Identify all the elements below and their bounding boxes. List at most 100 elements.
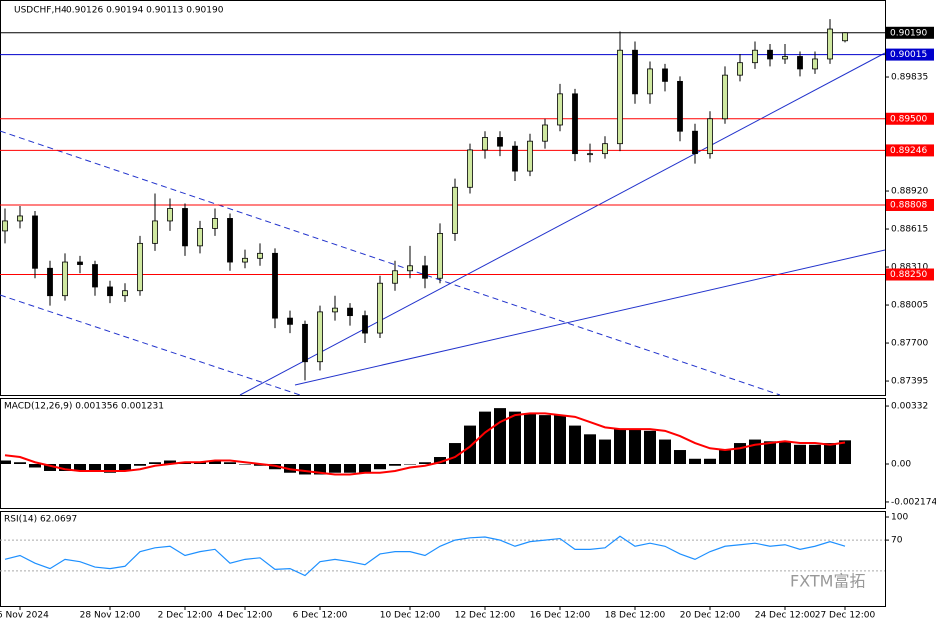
- level-box: [886, 268, 934, 281]
- macd-bar: [494, 408, 506, 464]
- macd-bar: [74, 464, 86, 471]
- candle-body: [302, 323, 308, 363]
- candle-body: [77, 261, 83, 265]
- x-tick-label: 6 Dec 12:00: [293, 611, 348, 621]
- candle-body: [347, 307, 353, 317]
- macd-bar: [0, 460, 11, 464]
- candle-body: [47, 267, 53, 297]
- y-tick-label: 0.88310: [891, 263, 928, 273]
- candle-body: [242, 257, 248, 263]
- trendlines: [0, 52, 886, 396]
- y-tick-label: -0.002174: [891, 497, 936, 507]
- candle-body: [182, 208, 188, 247]
- y-tick-label: 0.00332: [891, 402, 928, 412]
- candle-body: [107, 286, 113, 297]
- macd-bar: [479, 411, 491, 464]
- candle-body: [197, 228, 203, 247]
- candle-body: [212, 218, 218, 229]
- macd-bar: [44, 464, 56, 471]
- candle-body: [707, 118, 713, 155]
- macd-bar: [89, 464, 101, 471]
- macd-bar: [509, 411, 521, 464]
- candle-body: [317, 311, 323, 363]
- macd-bar: [644, 430, 656, 464]
- candle-body: [797, 56, 803, 70]
- macd-bar: [689, 458, 701, 464]
- candle-body: [482, 137, 488, 151]
- macd-bar: [209, 460, 221, 464]
- macd-bar: [749, 439, 761, 464]
- y-tick-label: 70: [891, 536, 903, 546]
- panel-label: RSI(14) 62.0697: [4, 515, 77, 525]
- macd-bar: [29, 464, 41, 468]
- macd-bar: [419, 462, 431, 464]
- candle-body: [497, 137, 503, 147]
- macd-bar: [389, 464, 401, 466]
- macd-bar: [329, 464, 341, 473]
- candle-body: [452, 186, 458, 234]
- main-panel: [0, 0, 886, 396]
- candle-body: [842, 32, 848, 42]
- macd-panel: [0, 398, 886, 509]
- candle-body: [662, 68, 668, 82]
- level-label: 0.89500: [890, 114, 927, 124]
- trendline: [0, 294, 301, 396]
- level-label: 0.90190: [890, 28, 927, 38]
- x-tick-label: 27 Dec 12:00: [815, 611, 876, 621]
- trendline: [0, 130, 781, 396]
- signal-line: [4, 412, 846, 476]
- candle-body: [722, 74, 728, 120]
- candle-body: [647, 68, 653, 95]
- candle-body: [527, 140, 533, 172]
- candle-body: [617, 49, 623, 145]
- macd-bar: [314, 464, 326, 475]
- candle-body: [587, 153, 593, 156]
- candle-body: [827, 28, 833, 60]
- macd-bar: [824, 443, 836, 464]
- macd-bar: [59, 464, 71, 471]
- candle-body: [737, 62, 743, 76]
- level-box: [886, 48, 934, 61]
- y-tick-label: 0.87395: [891, 377, 928, 387]
- candle-body: [92, 264, 98, 288]
- candle-body: [782, 56, 788, 60]
- level-box: [886, 26, 934, 39]
- candle-body: [422, 265, 428, 279]
- candle-body: [437, 232, 443, 279]
- candle-body: [362, 315, 368, 334]
- macd-bar: [164, 460, 176, 464]
- candle-body: [812, 58, 818, 70]
- macd-bar: [809, 444, 821, 464]
- macd-bar: [359, 464, 371, 473]
- candle-body: [167, 208, 173, 222]
- macd-bar: [779, 441, 791, 464]
- candle-body: [287, 317, 293, 325]
- ohlc: 0.90126 0.90194 0.90113 0.90190: [66, 6, 224, 16]
- level-label: 0.88250: [890, 270, 927, 280]
- macd-bar: [344, 464, 356, 473]
- candle-body: [257, 252, 263, 259]
- macd-bar: [239, 464, 251, 465]
- y-tick-label: 0.87700: [891, 339, 928, 349]
- x-tick-label: 16 Dec 12:00: [530, 611, 591, 621]
- macd-bar: [299, 464, 311, 475]
- candle-body: [572, 93, 578, 155]
- macd-bar: [659, 439, 671, 464]
- macd-bar: [719, 450, 731, 464]
- y-tick-label: 0.89835: [891, 73, 928, 83]
- trendline: [294, 249, 886, 386]
- macd-bar: [224, 462, 236, 464]
- candle-body: [542, 124, 548, 142]
- candle-body: [2, 220, 8, 232]
- macd-bar: [704, 458, 716, 464]
- macd-bar: [434, 457, 446, 464]
- macd-bar: [374, 464, 386, 470]
- macd-bar: [524, 413, 536, 464]
- macd-bar: [119, 464, 131, 471]
- macd-bar: [464, 425, 476, 464]
- candle-body: [332, 307, 338, 313]
- candle-body: [602, 143, 608, 155]
- x-tick-label: 4 Dec 12:00: [218, 611, 273, 621]
